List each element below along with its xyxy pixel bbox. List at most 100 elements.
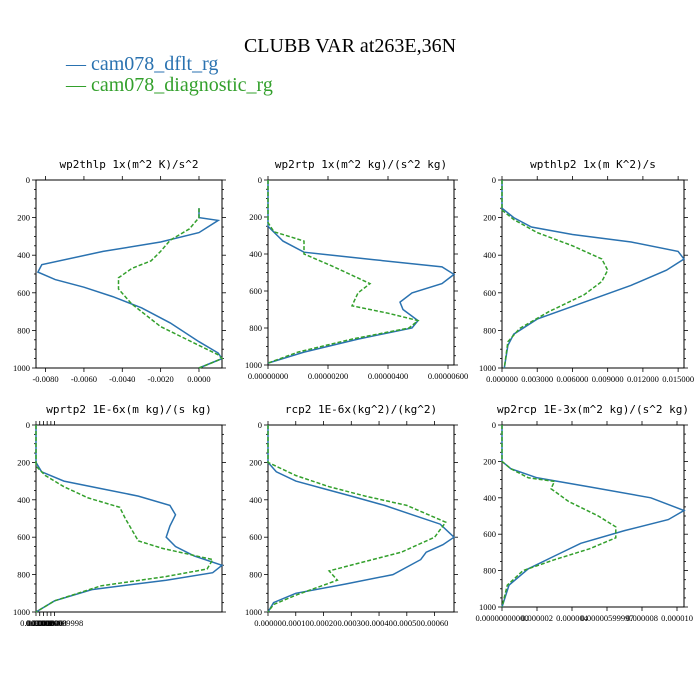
- x-tick-label: 0.003000: [521, 374, 553, 384]
- legend-entry-dflt: — cam078_dflt_rg: [65, 53, 218, 75]
- plot-frame: [501, 424, 685, 608]
- x-tick-label: 0.00030: [337, 618, 365, 628]
- y-tick-label: 400: [249, 249, 262, 259]
- y-tick-label: 600: [483, 529, 496, 539]
- y-tick-label: 0: [258, 175, 262, 185]
- series-line-dflt: [35, 425, 224, 613]
- panel-title: wp2rcp 1E-3x(m^2 kg)/(s^2 kg): [497, 403, 689, 416]
- x-tick-label: 0.000008: [35, 618, 67, 628]
- x-tick-label: 0.000009999998: [26, 618, 83, 628]
- x-tick-label: 0.00040: [365, 618, 393, 628]
- x-tick-label: 0.009000: [592, 374, 624, 384]
- panel-1: wp2thlp 1x(m^2 K)/s^202004006008001000-0…: [13, 158, 226, 384]
- x-tick-label: -0.0040: [109, 374, 135, 384]
- y-tick-label: 800: [483, 566, 496, 576]
- series-line-dflt: [501, 180, 686, 369]
- x-tick-label: 0.000008: [626, 613, 658, 623]
- panel-3: wpthlp2 1x(m K^2)/s020040060080010000.00…: [479, 158, 694, 384]
- y-tick-label: 0: [492, 175, 496, 185]
- series-line-diagnostic: [267, 425, 447, 613]
- x-tick-label: 0.000004: [28, 618, 61, 628]
- y-tick-label: 400: [483, 250, 496, 260]
- x-tick-label: -0.0080: [32, 374, 58, 384]
- panels-grid: wp2thlp 1x(m^2 K)/s^202004006008001000-0…: [13, 158, 694, 628]
- y-tick-label: 0: [258, 420, 262, 430]
- y-tick-label: 800: [249, 570, 262, 580]
- x-tick-label: -0.0020: [148, 374, 174, 384]
- y-tick-label: 200: [249, 457, 262, 467]
- panel-5: rcp2 1E-6x(kg^2)/(kg^2) 0 200 400 600 800 1000…: [245, 403, 458, 628]
- x-tick-label: 0.00000000000: [475, 613, 528, 623]
- y-tick-label: 600: [17, 288, 30, 298]
- x-tick-label: 0.00060: [421, 618, 449, 628]
- series-line-diagnostic: [501, 425, 617, 608]
- series-line-diagnostic: [267, 180, 420, 364]
- panel-4: wprtp2 1E-6x(m kg)/(s kg) 0 200 400 600 800 10…: [13, 403, 226, 628]
- y-tick-label: 600: [249, 286, 262, 296]
- y-tick-label: 0: [492, 420, 496, 430]
- x-tick-label: 0.00010: [282, 618, 310, 628]
- figure-title: CLUBB VAR at263E,36N: [244, 35, 456, 57]
- y-tick-label: 1000: [245, 607, 262, 617]
- x-tick-label: 0.000000: [20, 618, 52, 628]
- x-tick-label: 0.000000: [486, 374, 518, 384]
- y-tick-label: 1000: [13, 363, 30, 373]
- x-tick-label: 0.00000000: [248, 371, 288, 381]
- y-tick-label: 400: [249, 495, 262, 505]
- x-tick-label: 0.012000: [627, 374, 659, 384]
- y-tick-label: 800: [17, 325, 30, 335]
- x-tick-label: 0.006000: [557, 374, 589, 384]
- x-tick-label: 0.00020: [310, 618, 338, 628]
- y-tick-label: 1000: [479, 602, 496, 612]
- y-tick-label: 200: [17, 457, 30, 467]
- panel-6: wp2rcp 1E-3x(m^2 kg)/(s^2 kg)0 200 400 600 8…: [475, 403, 693, 623]
- x-tick-label: 0.00002: [26, 618, 54, 628]
- y-tick-label: 800: [17, 570, 30, 580]
- y-tick-label: 400: [17, 495, 30, 505]
- x-tick-label: 0.000006: [31, 618, 63, 628]
- x-tick-label: 0.00050: [393, 618, 421, 628]
- x-tick-label: 0.000010: [661, 613, 693, 623]
- panel-title: wp2thlp 1x(m^2 K)/s^2: [59, 158, 198, 171]
- x-tick-label: 0.000004: [556, 613, 589, 623]
- series-line-diagnostic: [501, 180, 609, 369]
- x-tick-label: 0.000002: [521, 613, 553, 623]
- panel-title: wpthlp2 1x(m K^2)/s: [530, 158, 656, 171]
- x-tick-label: 0.00000599997: [580, 613, 633, 623]
- panel-title: wp2rtp 1x(m^2 kg)/(s^2 kg): [275, 158, 447, 171]
- y-tick-label: 200: [17, 213, 30, 223]
- panel-title: wprtp2 1E-6x(m kg)/(s kg): [46, 403, 212, 416]
- x-tick-label: 0.00000: [254, 618, 282, 628]
- y-tick-label: 0: [26, 175, 30, 185]
- x-tick-label: 0.015000: [662, 374, 694, 384]
- y-tick-label: 200: [483, 213, 496, 223]
- y-tick-label: 600: [17, 532, 30, 542]
- y-tick-label: 0: [26, 420, 30, 430]
- series-line-dflt: [267, 425, 456, 613]
- y-tick-label: 400: [17, 250, 30, 260]
- series-line-dflt: [267, 180, 456, 364]
- x-tick-label: 0.00000600: [428, 371, 468, 381]
- y-tick-label: 400: [483, 493, 496, 503]
- x-tick-label: -0.0060: [71, 374, 97, 384]
- plot-frame: [35, 179, 223, 369]
- x-tick-label: 0.0000: [187, 374, 210, 384]
- y-tick-label: 1000: [245, 360, 262, 370]
- series-line-dflt: [501, 425, 686, 608]
- x-tick-label: 0.00000200: [308, 371, 348, 381]
- y-tick-label: 800: [249, 323, 262, 333]
- y-tick-label: 1000: [479, 363, 496, 373]
- y-tick-label: 200: [483, 456, 496, 466]
- legend-entry-diagnostic: — cam078_diagnostic_rg: [65, 74, 273, 96]
- y-tick-label: 200: [249, 212, 262, 222]
- panel-2: wp2rtp 1x(m^2 kg)/(s^2 kg) 0 200 400 600 800 1…: [245, 158, 468, 381]
- y-tick-label: 800: [483, 325, 496, 335]
- plot-frame: [267, 424, 455, 613]
- y-tick-label: 600: [483, 288, 496, 298]
- plot-frame: [35, 424, 223, 613]
- series-line-diagnostic: [35, 425, 214, 613]
- series-line-diagnostic: [117, 208, 224, 369]
- y-tick-label: 600: [249, 532, 262, 542]
- y-tick-label: 1000: [13, 607, 30, 617]
